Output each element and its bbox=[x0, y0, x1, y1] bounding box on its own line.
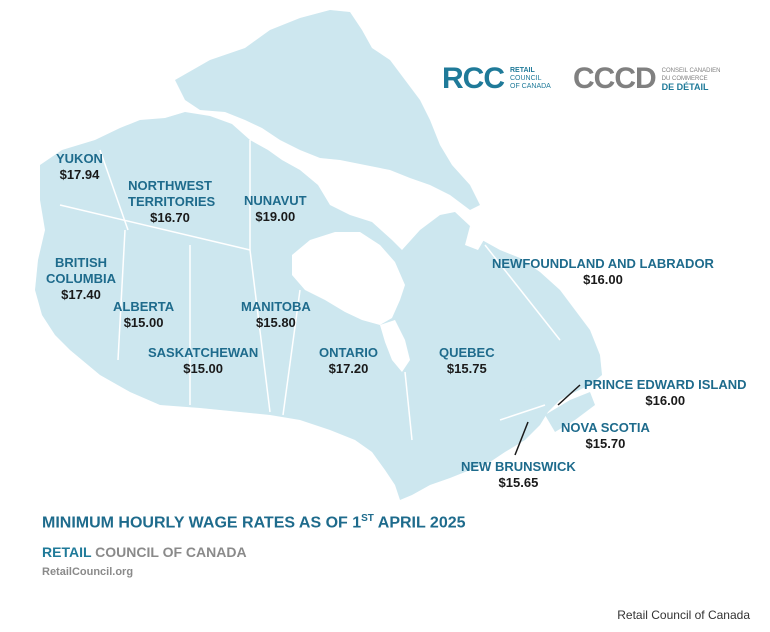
border-bc-ab bbox=[117, 229, 126, 361]
mainland-shape bbox=[35, 112, 602, 500]
cccd-logo-mark: CCCD bbox=[573, 62, 657, 95]
rcc-logo: RCC RETAIL COUNCIL OF CANADA bbox=[442, 62, 551, 96]
province-yukon: YUKON $17.94 bbox=[56, 151, 103, 183]
land bbox=[35, 10, 602, 500]
ungava-bay bbox=[465, 226, 485, 250]
province-wage: $17.20 bbox=[328, 361, 369, 376]
province-name: YUKON bbox=[56, 151, 103, 166]
nova-scotia-land bbox=[545, 392, 595, 432]
title-superscript: ST bbox=[361, 513, 374, 524]
cccd-logo-text: CONSEIL CANADIEN DU COMMERCE DE DÉTAIL bbox=[661, 67, 721, 92]
leader-lines bbox=[514, 384, 581, 456]
province-name: NUNAVUT bbox=[244, 193, 307, 208]
province-wage: $15.00 bbox=[123, 315, 164, 330]
border-qc-nb bbox=[499, 404, 546, 421]
province-wage: $16.00 bbox=[645, 393, 686, 408]
nb-leader-line bbox=[514, 421, 529, 456]
borders bbox=[59, 140, 561, 441]
image-credit: Retail Council of Canada bbox=[617, 608, 750, 622]
province-wage: $15.75 bbox=[446, 361, 487, 376]
title-end: APRIL 2025 bbox=[373, 514, 466, 532]
province-manitoba: MANITOBA $15.80 bbox=[241, 299, 311, 331]
province-name: NORTHWEST TERRITORIES bbox=[128, 178, 216, 209]
province-wage: $15.00 bbox=[183, 361, 224, 376]
province-wage: $16.00 bbox=[583, 272, 623, 287]
website-url: RetailCouncil.org bbox=[42, 566, 134, 578]
cccd-logo: CCCD CONSEIL CANADIEN DU COMMERCE DE DÉT… bbox=[573, 62, 720, 96]
province-name: NEW BRUNSWICK bbox=[461, 459, 576, 474]
province-name: ONTARIO bbox=[319, 345, 378, 360]
province-newfoundland-labrador: NEWFOUNDLAND AND LABRADOR $16.00 bbox=[492, 256, 714, 288]
hudson-bay bbox=[292, 232, 405, 325]
subtitle-rest: COUNCIL OF CANADA bbox=[91, 544, 247, 560]
province-name: NOVA SCOTIA bbox=[561, 420, 650, 435]
province-saskatchewan: SASKATCHEWAN $15.00 bbox=[148, 345, 258, 377]
province-wage: $16.70 bbox=[150, 210, 190, 225]
small-island-b bbox=[520, 380, 560, 405]
province-nwt: NORTHWEST TERRITORIES $16.70 bbox=[128, 178, 216, 226]
rcc-line2: COUNCIL bbox=[510, 75, 542, 82]
province-bc: BRITISH COLUMBIA $17.40 bbox=[42, 255, 120, 303]
province-name: SASKATCHEWAN bbox=[148, 345, 259, 360]
subtitle-accent: RETAIL bbox=[42, 544, 92, 560]
border-on-qc bbox=[404, 371, 413, 441]
province-nunavut: NUNAVUT $19.00 bbox=[244, 193, 307, 225]
border-yukon-nwt bbox=[99, 149, 129, 231]
border-qc-nl bbox=[484, 244, 561, 341]
title-main: MINIMUM HOURLY WAGE RATES AS OF 1 bbox=[42, 514, 362, 532]
province-ontario: ONTARIO $17.20 bbox=[319, 345, 378, 377]
province-new-brunswick: NEW BRUNSWICK $15.65 bbox=[461, 459, 576, 491]
pei-leader-line bbox=[557, 384, 581, 406]
province-pei: PRINCE EDWARD ISLAND $16.00 bbox=[584, 377, 747, 409]
province-name: PRINCE EDWARD ISLAND bbox=[584, 377, 747, 392]
province-wage: $15.70 bbox=[585, 436, 626, 451]
rcc-logo-text: RETAIL COUNCIL OF CANADA bbox=[510, 67, 551, 91]
province-wage: $15.80 bbox=[256, 315, 296, 330]
small-island-a bbox=[215, 75, 262, 100]
arctic-islands bbox=[175, 10, 480, 210]
cccd-line2: DU COMMERCE bbox=[661, 76, 708, 82]
province-wage: $17.40 bbox=[61, 287, 101, 302]
province-name: MANITOBA bbox=[241, 299, 311, 314]
province-name: ALBERTA bbox=[113, 299, 175, 314]
james-bay bbox=[380, 320, 410, 372]
province-wage: $15.65 bbox=[498, 475, 539, 490]
border-sk-mb bbox=[249, 249, 271, 413]
province-nova-scotia: NOVA SCOTIA $15.70 bbox=[561, 420, 650, 452]
province-wage: $17.94 bbox=[59, 167, 100, 182]
province-wage: $19.00 bbox=[255, 209, 296, 224]
page-title: MINIMUM HOURLY WAGE RATES AS OF 1ST APRI… bbox=[42, 513, 466, 532]
subtitle: RETAIL COUNCIL OF CANADA bbox=[42, 544, 247, 560]
province-alberta: ALBERTA $15.00 bbox=[113, 299, 174, 331]
rcc-line3: OF CANADA bbox=[510, 83, 551, 90]
cccd-line3: DE DÉTAIL bbox=[661, 82, 709, 92]
border-mb-on bbox=[282, 289, 301, 416]
province-quebec: QUEBEC $15.75 bbox=[439, 345, 495, 377]
province-name: QUEBEC bbox=[439, 345, 495, 360]
border-north-south bbox=[59, 204, 251, 251]
province-name: BRITISH COLUMBIA bbox=[45, 255, 117, 286]
province-name: NEWFOUNDLAND AND LABRADOR bbox=[492, 256, 714, 271]
rcc-logo-mark: RCC bbox=[442, 62, 505, 95]
cccd-line1: CONSEIL CANADIEN bbox=[661, 68, 721, 74]
rcc-line1: RETAIL bbox=[510, 67, 535, 74]
